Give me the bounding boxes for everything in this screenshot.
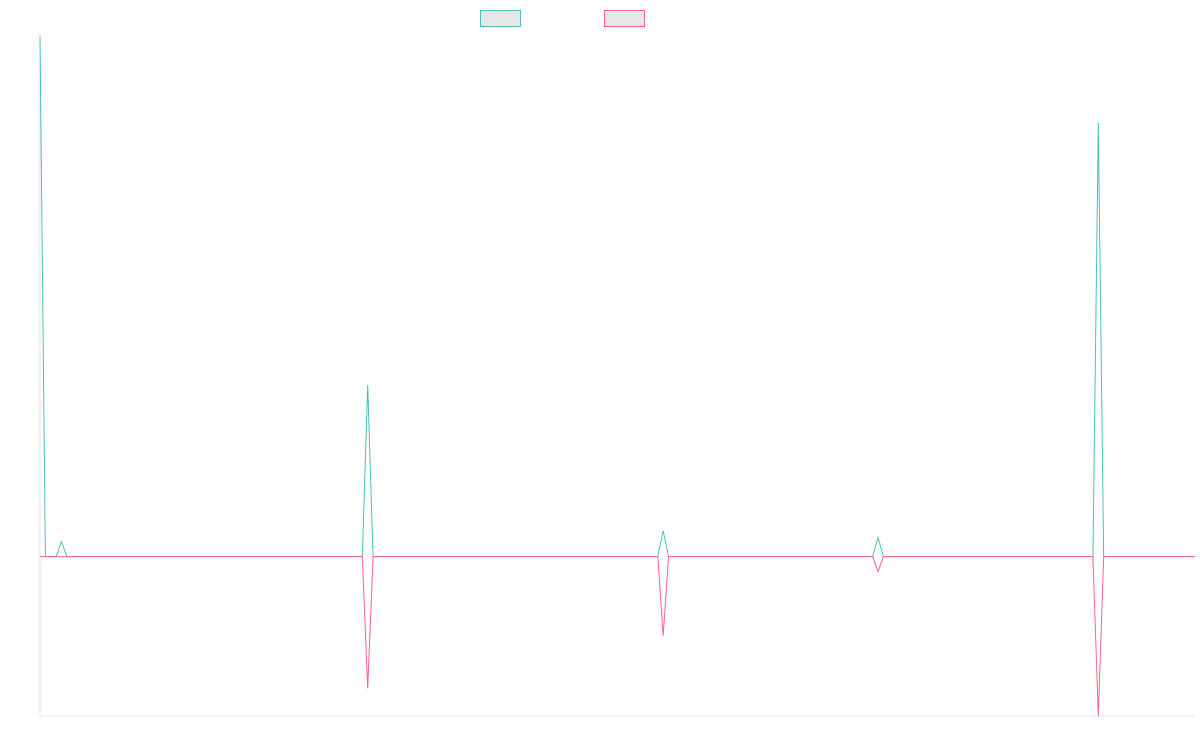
legend	[480, 10, 645, 27]
series-line-1	[40, 556, 1195, 717]
series-layer	[39, 35, 1195, 717]
axes	[39, 34, 1195, 717]
legend-swatch-1	[604, 10, 645, 27]
legend-swatch-0	[480, 10, 521, 27]
series-line-0	[39, 35, 1195, 558]
